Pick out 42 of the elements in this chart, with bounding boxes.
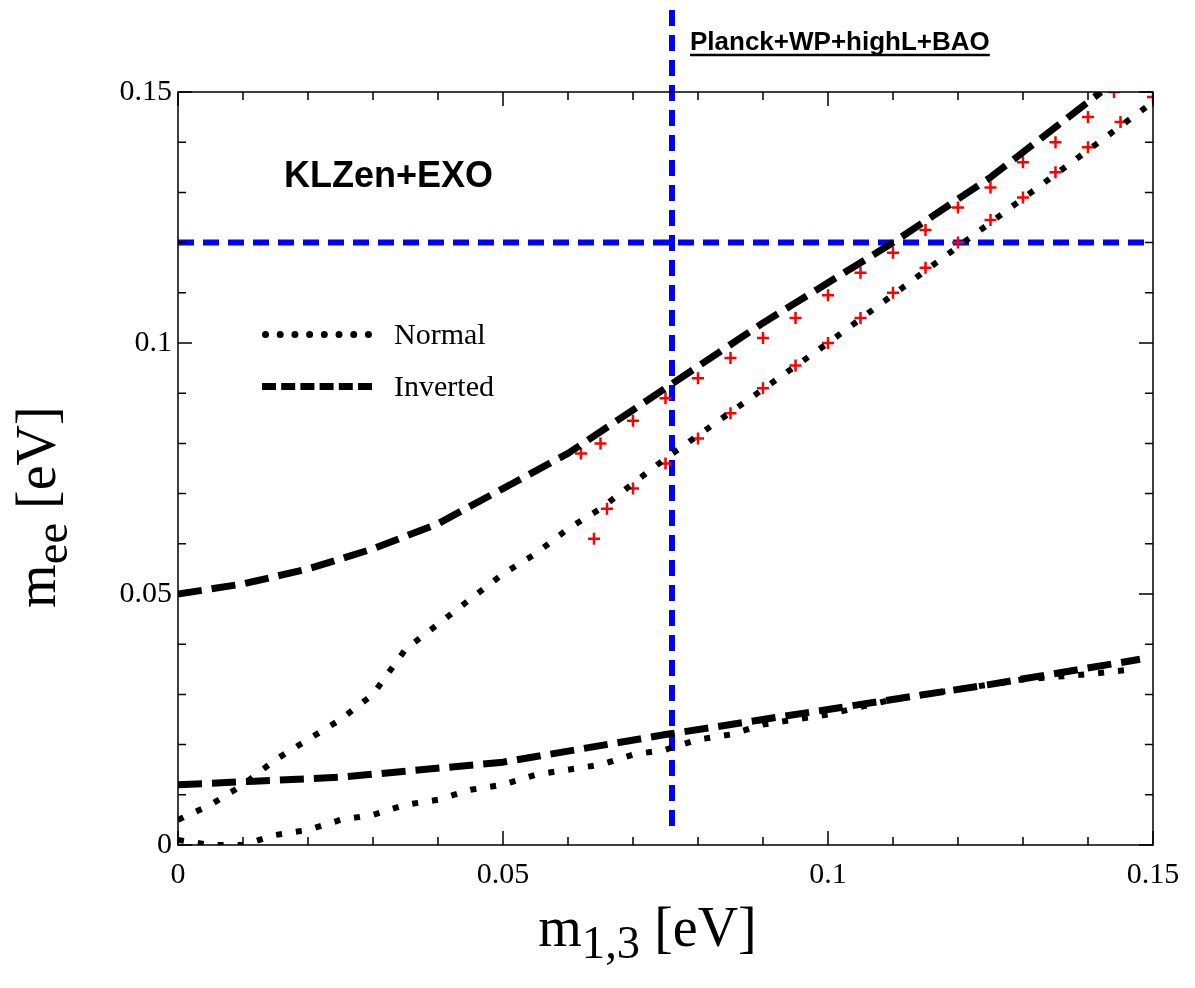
point <box>885 245 901 260</box>
point <box>625 413 641 429</box>
point <box>723 350 738 366</box>
point <box>853 265 868 280</box>
x-tick-label: 0.05 <box>476 855 530 889</box>
point <box>950 235 966 250</box>
point <box>950 200 966 215</box>
point <box>885 285 901 301</box>
ref-line-label: KLZen+EXO <box>284 153 494 195</box>
point <box>723 406 738 421</box>
point <box>1048 134 1063 150</box>
x-axis-title: m$_{1,3}$ [eV] <box>537 895 758 970</box>
point <box>599 501 615 516</box>
x-tick-label: 0.1 <box>809 855 847 889</box>
x-tick-label: 0.15 <box>1126 855 1180 889</box>
y-tick-label: 0.1 <box>134 323 172 357</box>
point <box>918 222 933 238</box>
y-tick-label: 0.05 <box>119 574 172 608</box>
point <box>788 358 803 373</box>
point <box>983 180 998 195</box>
y-tick-label: 0.15 <box>119 72 172 106</box>
point <box>1015 155 1031 170</box>
point <box>593 436 608 451</box>
point <box>755 380 771 396</box>
point <box>755 330 771 346</box>
point <box>820 288 836 303</box>
legend-label: Inverted <box>394 369 494 403</box>
point <box>658 390 673 406</box>
point <box>1015 190 1031 205</box>
point <box>1048 165 1063 180</box>
y-tick-label: 0 <box>157 825 172 859</box>
point <box>918 260 933 275</box>
legend-label: Normal <box>394 317 486 351</box>
point <box>586 531 602 547</box>
point <box>690 370 706 386</box>
point <box>983 212 998 228</box>
point <box>788 310 803 326</box>
ref-line-label: Planck+WP+highL+BAO <box>690 26 990 56</box>
point <box>573 446 589 461</box>
point <box>853 310 868 326</box>
point <box>820 335 836 351</box>
point <box>1080 109 1096 125</box>
